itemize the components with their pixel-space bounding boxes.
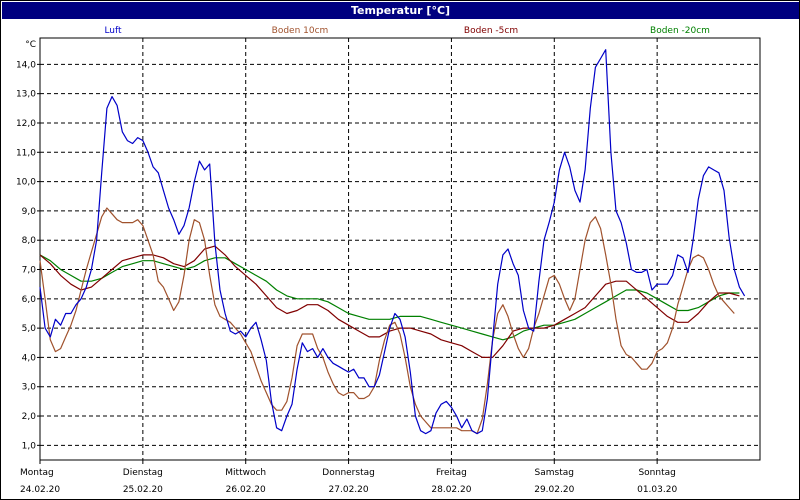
x-tick-date: 28.02.20 — [431, 485, 471, 495]
legend-label: Boden 10cm — [272, 26, 329, 36]
x-tick-date: 01.03.20 — [637, 485, 677, 495]
y-tick-label: 6,0 — [22, 295, 37, 305]
y-tick-label: 2,0 — [22, 412, 37, 422]
x-tick-day: Samstag — [535, 468, 574, 478]
y-tick-label: 9,0 — [22, 207, 37, 217]
window-title: Temperatur [°C] — [2, 2, 799, 19]
grid — [40, 38, 760, 460]
x-tick-date: 26.02.20 — [226, 485, 266, 495]
series-lines — [39, 49, 746, 435]
y-tick-label: 14,0 — [16, 60, 36, 70]
series-line-4 — [39, 254, 740, 341]
y-tick-label: 7,0 — [22, 266, 37, 276]
legend-label: Luft — [104, 26, 122, 36]
y-tick-label: 1,0 — [22, 441, 37, 451]
y-axis: 1,0 2,0 3,0 4,0 5,0 6,0 7,0 8,0 9,0 10,0 11,0 12,0 1… — [16, 40, 40, 451]
y-tick-label: 5,0 — [22, 324, 37, 334]
series-line-3 — [39, 245, 740, 358]
series-line-1 — [39, 49, 746, 435]
legend-label: Boden -20cm — [650, 26, 710, 36]
x-tick-day: Donnerstag — [322, 468, 375, 478]
x-tick-date: 27.02.20 — [329, 485, 369, 495]
y-axis-unit: °C — [25, 40, 36, 50]
y-tick-label: 13,0 — [16, 90, 36, 100]
y-tick-label: 3,0 — [22, 383, 37, 393]
legend-label: Boden -5cm — [464, 26, 518, 36]
y-tick-label: 8,0 — [22, 236, 37, 246]
x-tick-date: 25.02.20 — [123, 485, 163, 495]
x-tick-day: Freitag — [436, 468, 467, 478]
x-tick-day: Montag — [20, 468, 54, 478]
x-tick-day: Dienstag — [123, 468, 163, 478]
x-axis: Montag 24.02.20 Dienstag 25.02.20 Mittwoch 26… — [20, 460, 677, 495]
plot-frame — [39, 37, 761, 461]
y-tick-label: 10,0 — [16, 178, 36, 188]
y-tick-label: 4,0 — [22, 353, 37, 363]
legend: Luft Boden 10cm Boden -5cm Boden -20cm — [104, 26, 710, 36]
y-tick-label: 11,0 — [16, 148, 36, 158]
y-tick-label: 12,0 — [16, 119, 36, 129]
x-tick-date: 24.02.20 — [20, 485, 60, 495]
series-line-2 — [39, 207, 735, 435]
x-tick-day: Mittwoch — [225, 468, 266, 478]
x-tick-date: 29.02.20 — [534, 485, 574, 495]
x-tick-day: Sonntag — [638, 468, 675, 478]
